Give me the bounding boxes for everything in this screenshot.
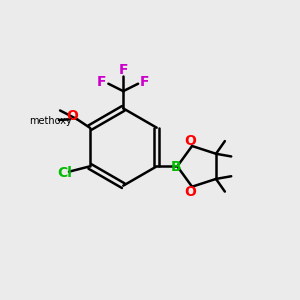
Text: B: B	[171, 160, 181, 174]
Text: O: O	[66, 110, 78, 123]
Text: methoxy: methoxy	[29, 116, 72, 126]
Text: F: F	[140, 75, 149, 89]
Text: O: O	[184, 185, 196, 199]
Text: Cl: Cl	[57, 166, 72, 180]
Text: O: O	[184, 134, 196, 148]
Text: F: F	[118, 63, 128, 77]
Text: F: F	[97, 75, 106, 89]
